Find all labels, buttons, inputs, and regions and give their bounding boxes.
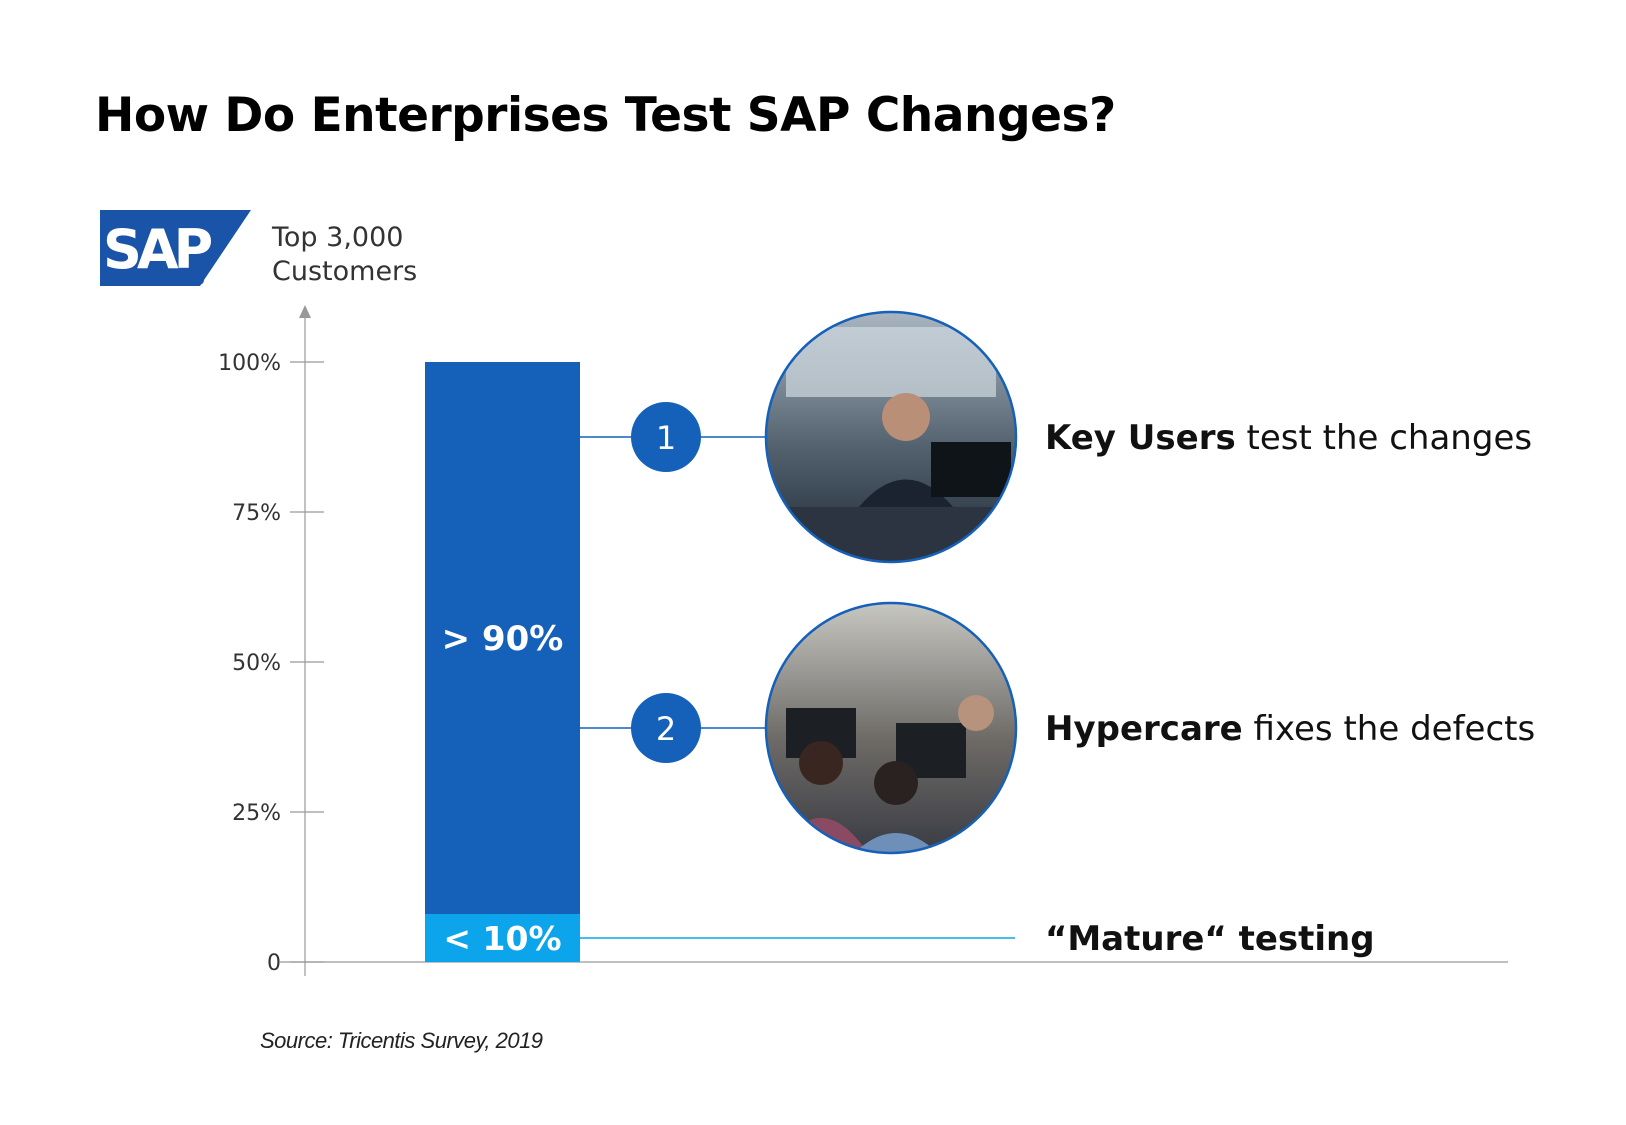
callout-number: 1 [656, 419, 676, 457]
office-workers-photo-icon [766, 603, 1016, 853]
annotation-label: Key Users test the changes [1045, 418, 1532, 458]
callout-number-badge [631, 693, 701, 763]
y-axis-arrow-icon [299, 305, 311, 318]
bar-segment [425, 914, 580, 962]
y-tick-label: 100% [218, 351, 281, 376]
bar-segment [425, 362, 580, 914]
logo-text: SAP [103, 218, 212, 281]
y-tick-label: 25% [232, 801, 281, 826]
y-tick-label: 0 [267, 951, 281, 976]
y-tick-label: 50% [232, 651, 281, 676]
bar-data-label: < 10% [443, 919, 561, 958]
annotation-label-bold: Hypercare [1045, 709, 1243, 749]
annotation-label-rest: fixes the defects [1243, 709, 1535, 749]
photo-frame [764, 601, 1018, 855]
person-at-computer-photo-icon [766, 312, 1016, 562]
annotation-label: “Mature“ testing [1045, 919, 1375, 959]
callout-number-badge [631, 402, 701, 472]
y-tick-label: 75% [232, 501, 281, 526]
annotation-label-bold: Key Users [1045, 418, 1236, 458]
bar-data-label: > 90% [442, 619, 564, 659]
callout-number: 2 [656, 710, 676, 748]
page-title: How Do Enterprises Test SAP Changes? [95, 88, 1116, 143]
sap-logo-icon: SAP [100, 210, 251, 286]
population-label-line1: Top 3,000 [271, 222, 403, 253]
source-note: Source: Tricentis Survey, 2019 [260, 1028, 543, 1053]
population-label-line2: Customers [272, 256, 417, 287]
photo-frame [764, 310, 1018, 564]
annotation-label-rest: test the changes [1236, 418, 1532, 458]
annotation-label-bold: “Mature“ testing [1045, 919, 1375, 959]
annotation-label: Hypercare fixes the defects [1045, 709, 1535, 749]
